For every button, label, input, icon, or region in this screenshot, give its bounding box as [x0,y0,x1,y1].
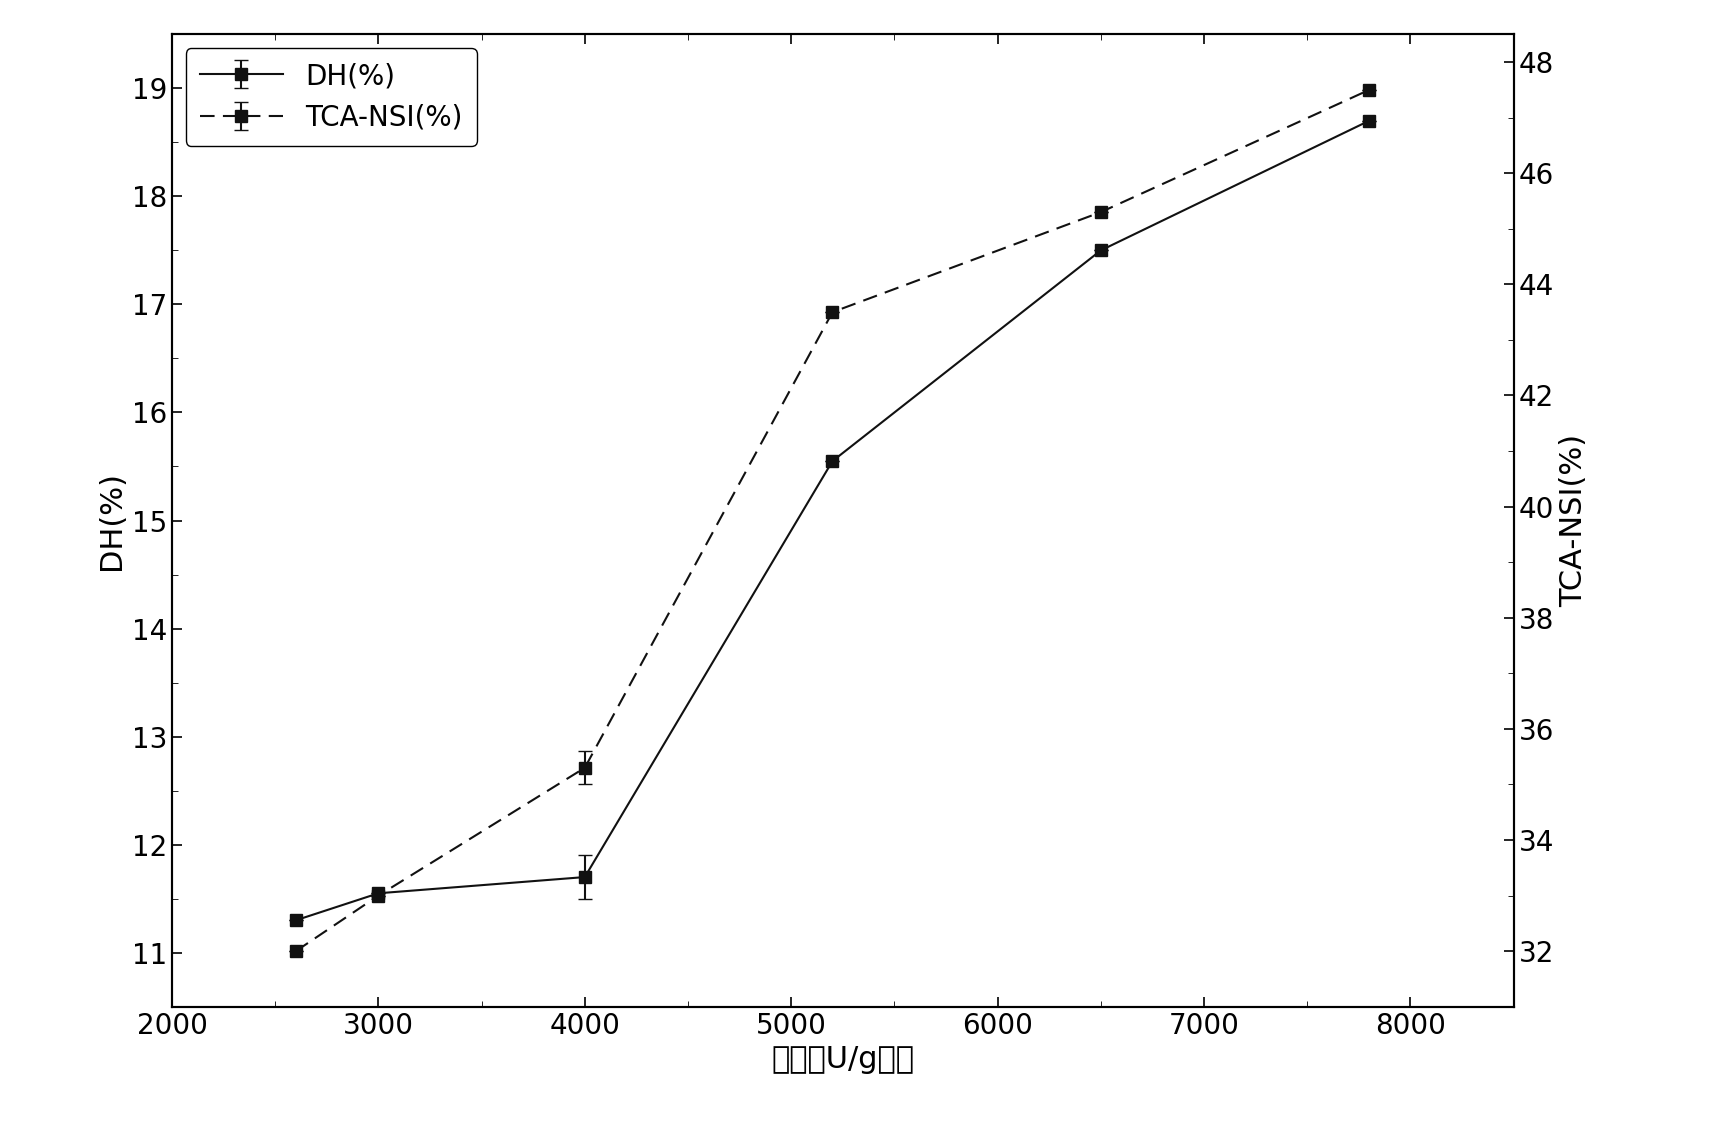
Legend: DH(%), TCA-NSI(%): DH(%), TCA-NSI(%) [186,48,476,146]
X-axis label: 加酶量U/g底物: 加酶量U/g底物 [771,1046,915,1074]
Y-axis label: DH(%): DH(%) [98,471,126,570]
Y-axis label: TCA-NSI(%): TCA-NSI(%) [1560,434,1588,607]
